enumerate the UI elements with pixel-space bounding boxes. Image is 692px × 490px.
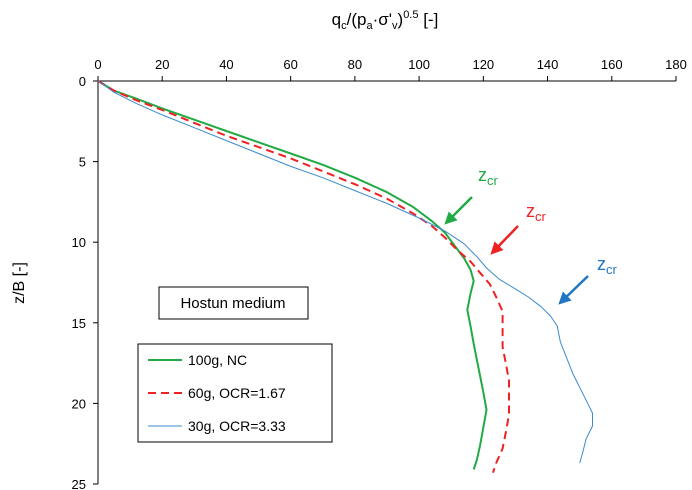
annotation-box-text: Hostun medium [180,295,285,312]
series-line-2 [97,80,593,464]
x-axis-title: qc/(pa·σ'v)0.5 [-] [332,9,439,32]
y-tick-label: 15 [72,316,86,331]
y-tick-label: 25 [72,477,86,490]
x-tick-label: 120 [472,57,494,72]
y-tick-label: 5 [79,155,86,170]
x-tick-label: 60 [283,57,297,72]
series-line-1 [97,80,510,474]
x-tick-label: 180 [665,57,687,72]
series-line-0 [97,80,488,470]
x-tick-label: 80 [348,57,362,72]
y-axis-title: z/B [-] [11,262,28,304]
legend-label-60g: 60g, OCR=1.67 [188,385,286,401]
legend-label-30g: 30g, OCR=3.33 [188,418,286,434]
zcr-arrow-2 [558,275,589,305]
zcr-arrow-0 [444,196,473,225]
zcr-label-30g: zcr [597,254,618,277]
x-tick-label: 0 [94,57,101,72]
legend-label-100g: 100g, NC [188,352,247,368]
x-tick-label: 40 [219,57,233,72]
zcr-label-60g: zcr [526,201,547,224]
y-tick-label: 20 [72,396,86,411]
x-tick-label: 100 [408,57,430,72]
x-tick-label: 20 [155,57,169,72]
annotation-box [158,286,309,320]
axes: 0 20 40 60 80 100 120 140 160 180 0 5 10 15 20 25 [72,57,687,490]
x-tick-label: 140 [537,57,559,72]
zcr-arrow-1 [490,225,519,255]
annotation-layer [444,196,589,305]
y-tick-label: 0 [79,74,86,89]
y-tick-label: 10 [72,235,86,250]
x-tick-label: 160 [601,57,623,72]
series-layer [97,80,593,474]
zcr-label-100g: zcr [478,165,499,188]
